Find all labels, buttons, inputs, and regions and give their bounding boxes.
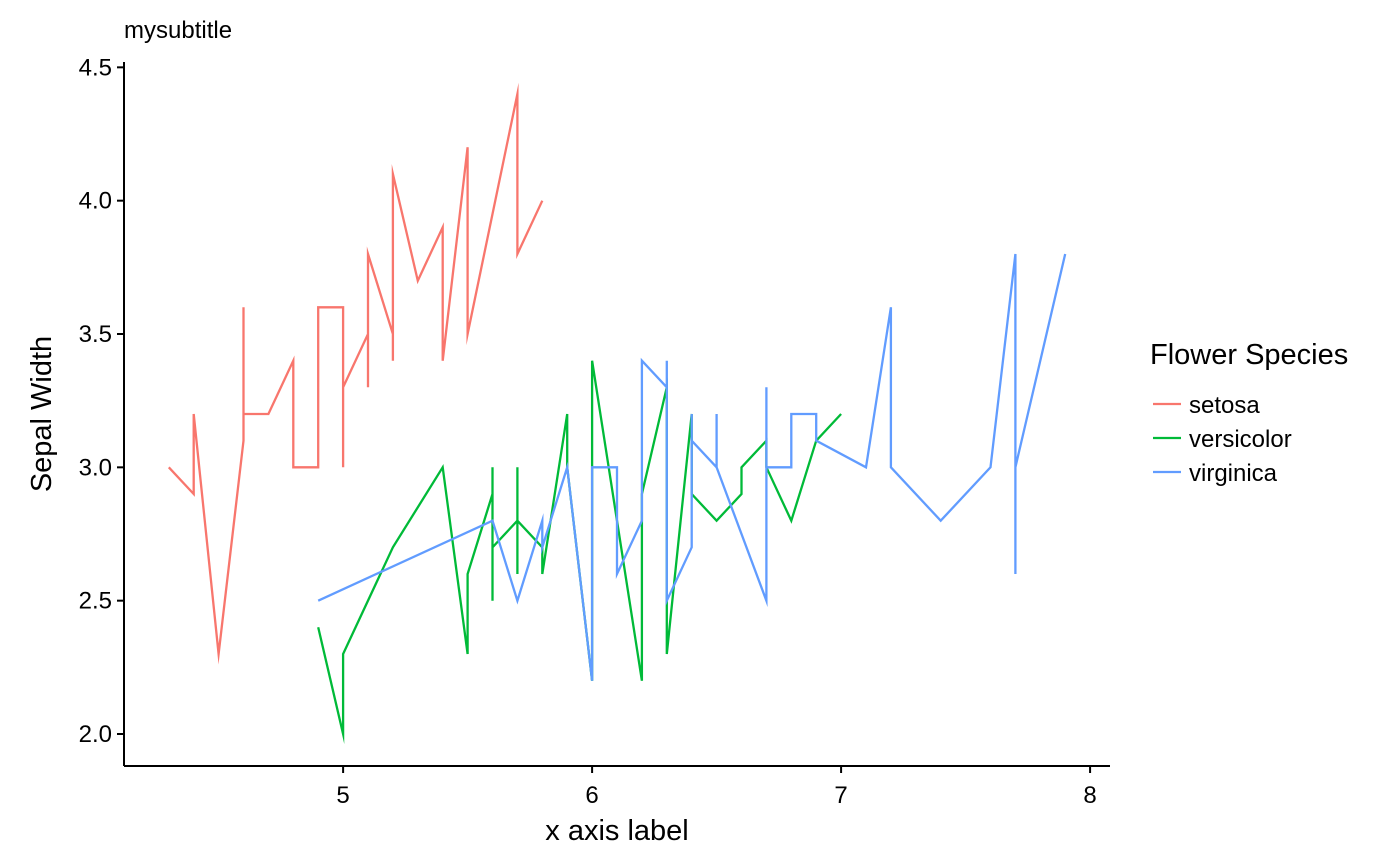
y-tick-label: 3.0 xyxy=(79,454,112,481)
legend-title: Flower Species xyxy=(1150,339,1348,371)
y-tick-label: 3.5 xyxy=(79,321,112,348)
plot-lines xyxy=(167,82,1067,744)
legend-items: setosa versicolor virginica xyxy=(1153,392,1292,487)
legend-label-setosa: setosa xyxy=(1189,392,1260,419)
x-tick-label: 8 xyxy=(1083,782,1096,809)
series-line-versicolor xyxy=(317,360,842,744)
y-tick-label: 2.0 xyxy=(79,721,112,748)
x-tick-label: 5 xyxy=(336,782,349,809)
x-tick-label: 7 xyxy=(834,782,847,809)
legend-label-virginica: virginica xyxy=(1189,460,1278,487)
x-axis-title: x axis label xyxy=(545,815,688,847)
y-tick-label: 4.0 xyxy=(79,188,112,215)
series-line-virginica xyxy=(317,253,1067,681)
chart-subtitle: mysubtitle xyxy=(124,17,232,44)
y-ticks: 2.0 2.5 3.0 3.5 4.0 4.5 xyxy=(79,54,124,748)
legend-label-versicolor: versicolor xyxy=(1189,426,1292,453)
axes: 2.0 2.5 3.0 3.5 4.0 4.5 5 6 7 8 xyxy=(79,54,1110,809)
legend: Flower Species setosa versicolor virginica xyxy=(1150,339,1348,487)
series-line-setosa xyxy=(167,82,544,665)
x-ticks: 5 6 7 8 xyxy=(336,766,1097,809)
x-tick-label: 6 xyxy=(585,782,598,809)
y-axis-title: Sepal Width xyxy=(26,336,58,492)
y-tick-label: 4.5 xyxy=(79,54,112,81)
y-tick-label: 2.5 xyxy=(79,588,112,615)
